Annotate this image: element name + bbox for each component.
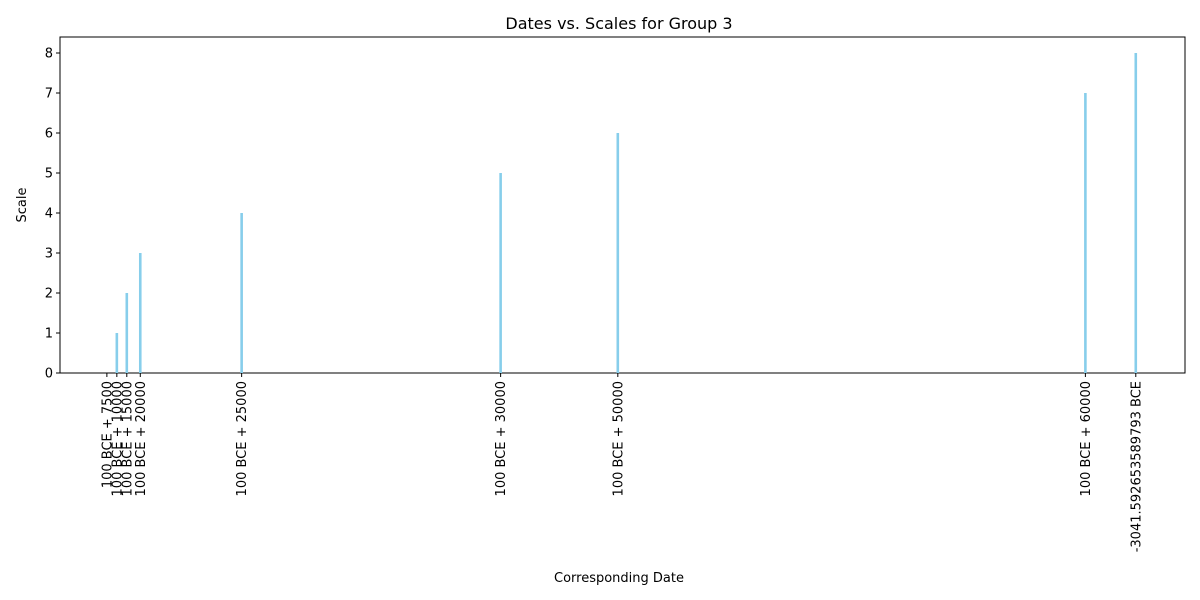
x-tick-label-8: -3041.592653589793 BCE [1129,381,1144,552]
x-tick-label-1: 100 BCE + 10000 [110,381,125,496]
y-tick-label-4: 4 [45,207,53,222]
chart-title: Dates vs. Scales for Group 3 [505,14,732,33]
x-tick-label-3: 100 BCE + 20000 [134,381,149,496]
bar-1 [125,293,129,373]
x-tick-label-0: 100 BCE + 7500 [100,381,115,488]
bar-4 [499,173,502,373]
x-tick-label-5: 100 BCE + 30000 [494,381,509,496]
y-axis: 0 1 2 3 4 5 6 7 8 [45,47,60,382]
y-tick-label-7: 7 [45,87,53,102]
bar-3 [240,213,243,373]
x-tick-label-7: 100 BCE + 60000 [1079,381,1094,496]
y-tick-label-8: 8 [45,47,53,62]
bar-0 [115,333,119,373]
plot-area [59,36,1186,374]
y-axis-label: Scale [15,188,30,223]
bar-2 [138,253,142,373]
bar-7 [1134,53,1138,373]
x-tick-label-2: 100 BCE + 15000 [120,381,135,496]
bar-5 [616,133,620,373]
y-tick-label-2: 2 [45,287,53,302]
x-tick-label-4: 100 BCE + 25000 [235,381,250,496]
y-tick-label-6: 6 [45,127,53,142]
y-tick-label-1: 1 [45,327,53,342]
y-tick-label-3: 3 [45,247,53,262]
x-tick-label-6: 100 BCE + 50000 [611,381,626,496]
x-axis-label: Corresponding Date [554,571,684,586]
y-tick-label-0: 0 [45,367,53,382]
bar-6 [1084,93,1087,373]
y-tick-label-5: 5 [45,167,53,182]
bars-group [115,53,1138,373]
